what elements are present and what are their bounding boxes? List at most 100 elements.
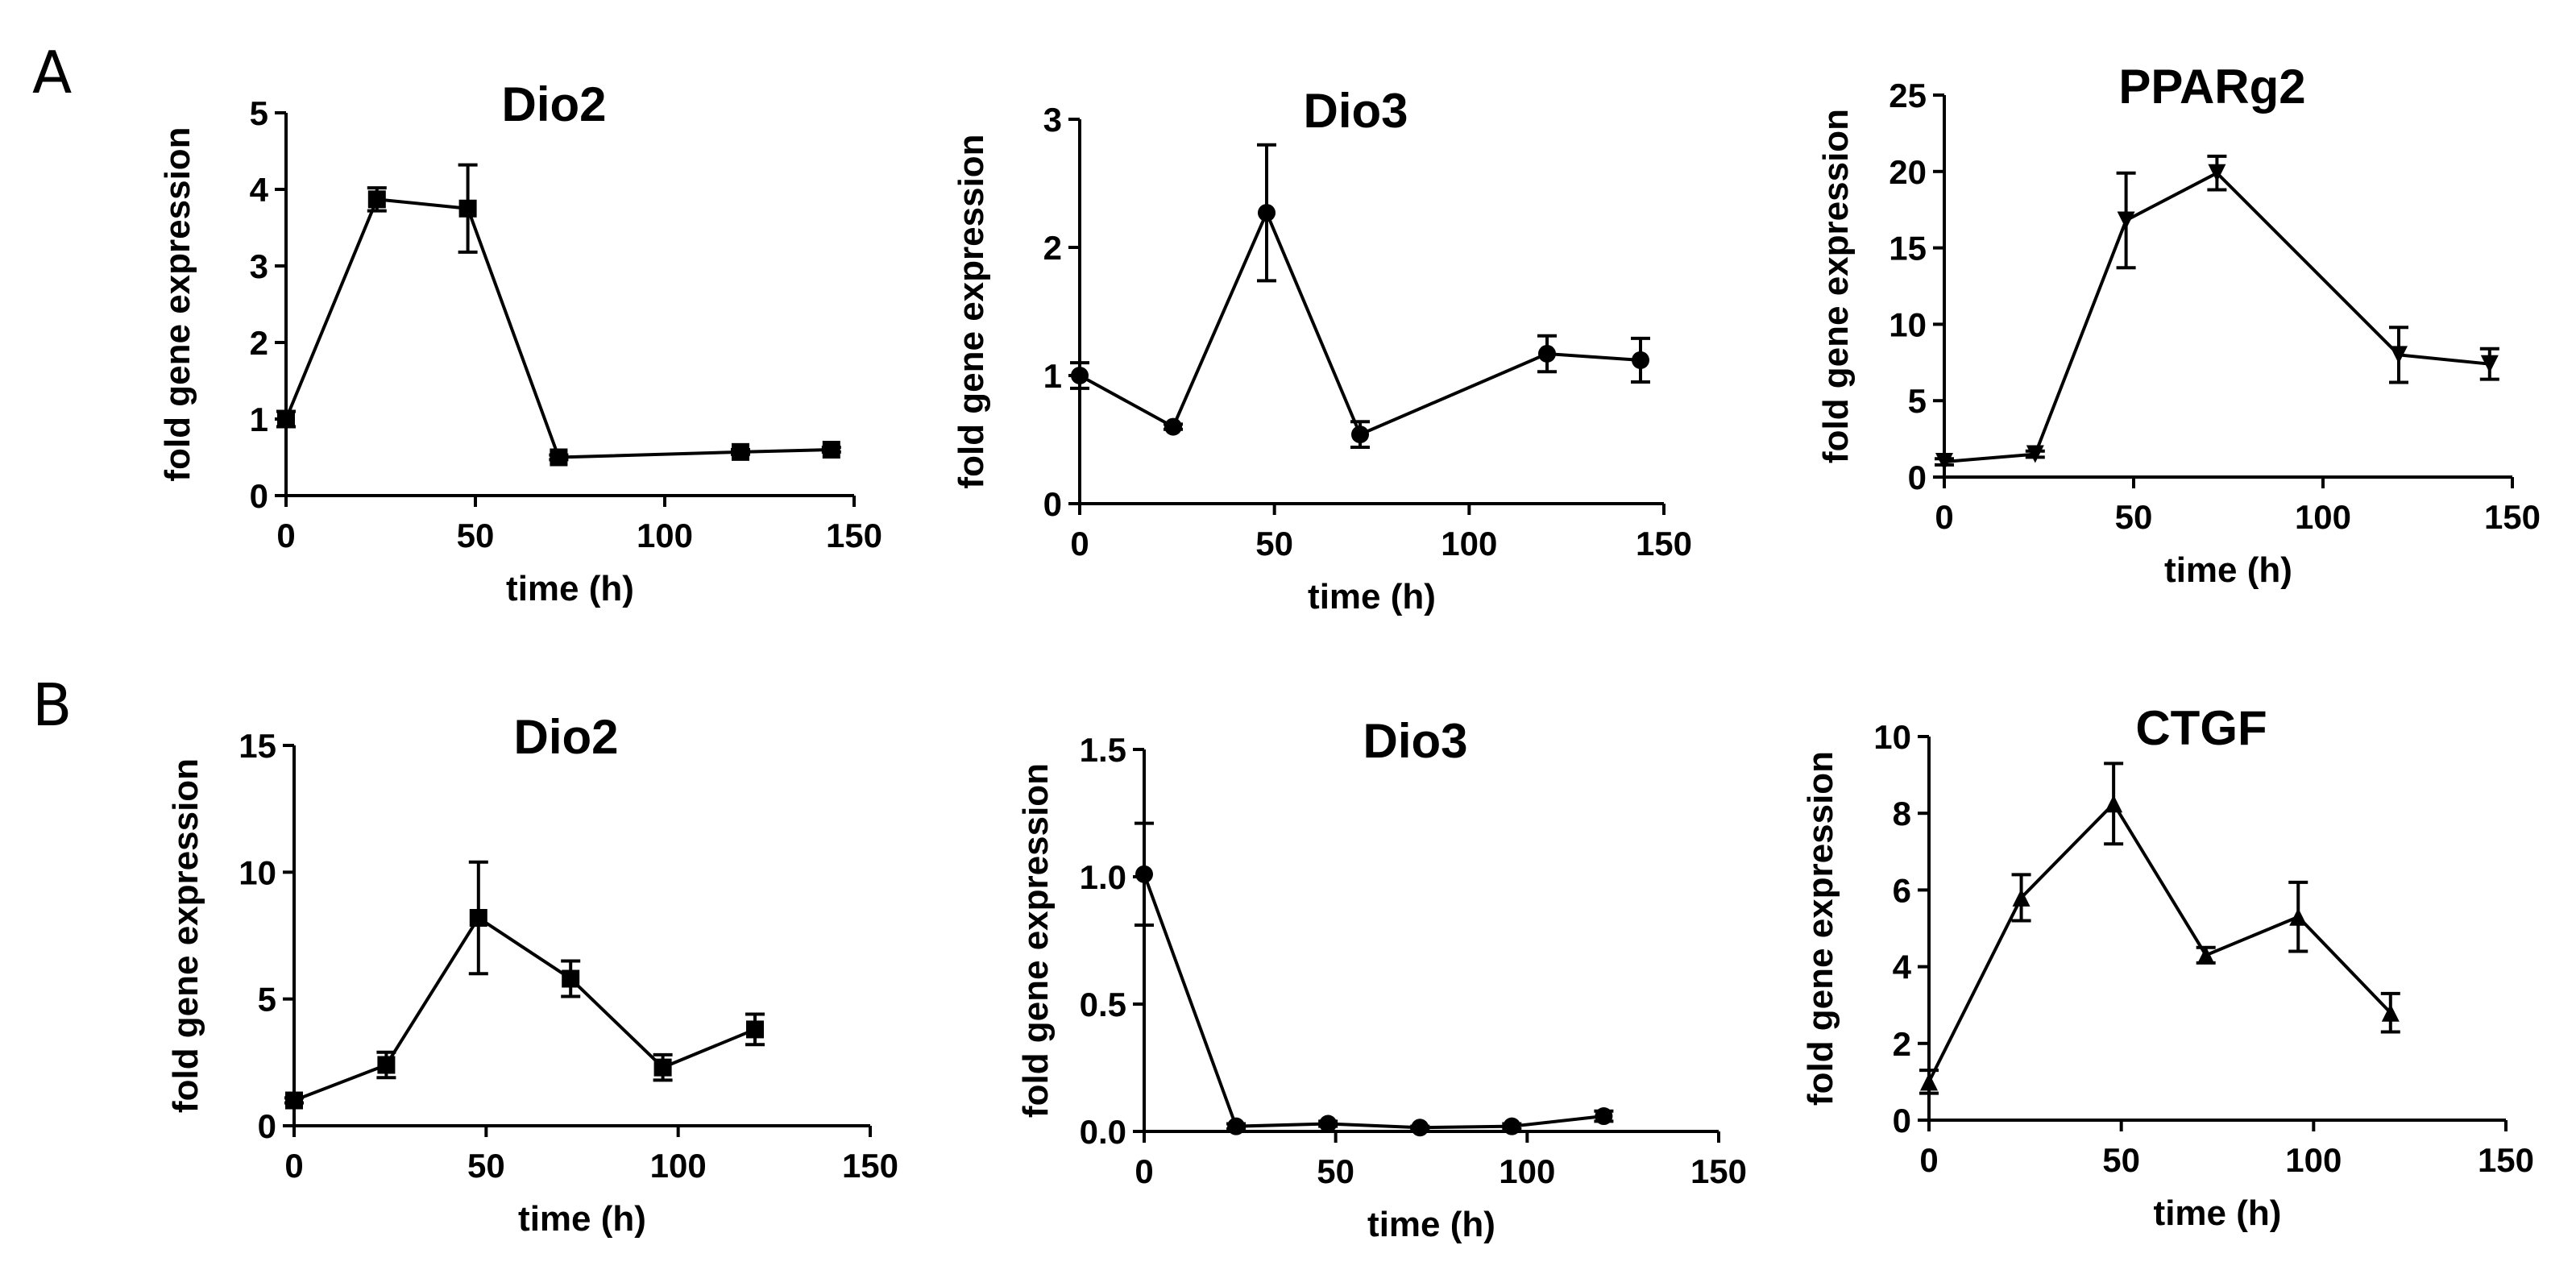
x-axis-label: time (h): [518, 1199, 646, 1239]
y-tick-label: 5: [250, 94, 268, 132]
y-tick-label: 2: [1893, 1025, 1911, 1063]
chart-title: Dio2: [501, 77, 606, 131]
y-axis-label: fold gene expression: [952, 134, 991, 488]
data-point: [1258, 204, 1276, 222]
data-point: [377, 1056, 396, 1074]
series-line: [1943, 171, 2491, 464]
x-axis-label: time (h): [506, 569, 634, 608]
data-point: [1935, 453, 1953, 471]
x-tick-label: 50: [2115, 498, 2153, 536]
x-tick-label: 150: [2484, 498, 2541, 536]
y-tick-label: 2: [250, 324, 268, 362]
x-tick-label: 50: [457, 517, 495, 554]
x-tick-label: 150: [1636, 525, 1692, 562]
chart-b-dio2: 0 50 100 150 0 5 10 15 Dio2 time (h) fold gene exp…: [166, 710, 898, 1239]
data-point: [1411, 1119, 1429, 1137]
x-tick-label: 100: [1499, 1152, 1555, 1190]
x-tick-label: 150: [842, 1147, 898, 1185]
y-tick-label: 0.0: [1080, 1113, 1126, 1151]
x-tick-label: 100: [1441, 525, 1497, 562]
data-point: [2105, 795, 2123, 813]
y-tick-label: 10: [1873, 718, 1911, 756]
x-tick-label: 50: [467, 1147, 505, 1185]
y-tick-label: 1: [1043, 357, 1062, 395]
chart-title: Dio3: [1303, 84, 1408, 138]
data-point: [2196, 946, 2215, 965]
x-tick-label: 150: [1690, 1152, 1747, 1190]
chart-b-ctgf: 0 50 100 150 0 2 4 6 8 10 CTGF time (h) fold gene ex…: [1801, 701, 2534, 1233]
data-point: [1135, 865, 1153, 883]
y-tick-label: 0.5: [1080, 986, 1126, 1023]
chart-title: PPARg2: [2118, 60, 2305, 114]
data-point: [458, 199, 477, 218]
chart-b-dio3: 0 50 100 150 0.0 0.5 1.0 1.5 Dio3 time (h) fold ge…: [1016, 714, 1747, 1244]
x-axis-label: time (h): [2154, 1193, 2282, 1233]
x-axis-label: time (h): [1308, 577, 1436, 616]
data-point: [2289, 907, 2308, 926]
x-tick-label: 0: [1935, 498, 1953, 536]
data-point: [1632, 351, 1649, 369]
y-tick-label: 10: [239, 853, 276, 891]
x-tick-label: 0: [284, 1147, 303, 1185]
chart-a-dio2: 0 50 100 150 0 1 2 3 4 5 Dio2 time (h) fold gene exp…: [158, 77, 882, 608]
chart-title: Dio2: [513, 710, 618, 764]
x-axis-label: time (h): [2164, 550, 2292, 590]
data-point: [2381, 1003, 2400, 1022]
y-tick-label: 10: [1889, 305, 1927, 343]
data-point: [1164, 417, 1182, 436]
y-tick-label: 6: [1893, 871, 1911, 909]
chart-title: CTGF: [2135, 701, 2267, 755]
data-point: [2026, 445, 2044, 463]
y-axis-label: fold gene expression: [1801, 751, 1840, 1106]
y-axis-label: fold gene expression: [1816, 109, 1856, 463]
y-tick-label: 3: [1043, 101, 1062, 139]
data-point: [1319, 1114, 1338, 1133]
x-tick-label: 100: [2295, 498, 2351, 536]
data-point: [469, 908, 487, 927]
x-tick-label: 0: [1135, 1152, 1153, 1190]
data-point: [562, 969, 580, 988]
y-axis-label: fold gene expression: [1016, 763, 1056, 1118]
x-tick-label: 0: [1919, 1141, 1938, 1179]
y-tick-label: 1.5: [1080, 731, 1126, 769]
data-point: [2012, 888, 2031, 907]
y-tick-label: 15: [1889, 230, 1927, 268]
chart-title: Dio3: [1363, 714, 1467, 768]
data-point: [1503, 1117, 1521, 1135]
data-point: [653, 1058, 672, 1077]
y-tick-label: 0: [1908, 459, 1927, 496]
chart-a-pparg2: 0 50 100 150 0 5 10 15 20 25 PPARg2 time (h) fold ge…: [1816, 60, 2541, 590]
panel-label-b: B: [32, 671, 72, 739]
data-point: [1071, 367, 1089, 384]
data-point: [2208, 164, 2226, 182]
y-tick-label: 1: [250, 401, 268, 438]
y-tick-label: 4: [250, 171, 269, 209]
y-axis-label: fold gene expression: [158, 127, 197, 481]
y-tick-label: 0: [258, 1107, 276, 1145]
y-tick-label: 0: [1893, 1102, 1911, 1139]
data-point: [550, 448, 568, 467]
data-point: [2117, 211, 2135, 230]
x-tick-label: 100: [650, 1147, 707, 1185]
y-tick-label: 20: [1889, 153, 1927, 191]
x-tick-label: 0: [276, 517, 295, 554]
series-line: [293, 915, 756, 1102]
series-line: [284, 197, 832, 459]
y-tick-label: 8: [1893, 795, 1911, 832]
x-tick-label: 150: [2478, 1141, 2534, 1179]
data-point: [285, 1091, 303, 1110]
series-line: [1079, 208, 1641, 437]
data-point: [1920, 1073, 1938, 1091]
data-point: [367, 190, 386, 209]
series-line: [1927, 801, 2392, 1083]
panel-label-a: A: [32, 39, 72, 106]
x-tick-label: 100: [2285, 1141, 2342, 1179]
y-axis-label: fold gene expression: [166, 758, 205, 1113]
y-tick-label: 2: [1043, 229, 1062, 267]
y-tick-label: 4: [1893, 948, 1912, 986]
series-line: [1143, 874, 1604, 1130]
data-point: [1538, 344, 1556, 363]
data-point: [746, 1020, 764, 1039]
y-tick-label: 1.0: [1080, 858, 1126, 896]
data-point: [2480, 355, 2499, 373]
